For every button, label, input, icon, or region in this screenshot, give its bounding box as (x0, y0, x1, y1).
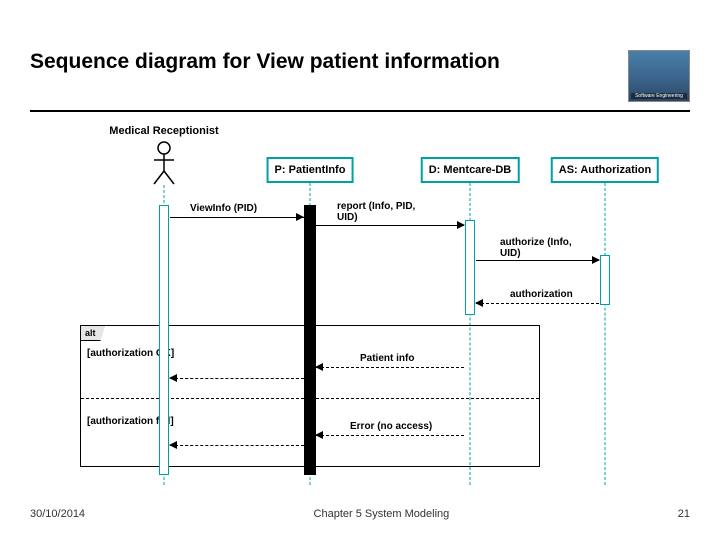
msg6-arrow (169, 374, 177, 382)
msg2-line (316, 225, 464, 226)
msg5-label: Patient info (360, 353, 414, 364)
msg5-arrow (315, 363, 323, 371)
activation-d (465, 220, 475, 315)
page-title: Sequence diagram for View patient inform… (30, 50, 500, 74)
book-logo (628, 50, 690, 102)
msg5-line (316, 367, 464, 368)
participant-as: AS: Authorization (551, 157, 659, 183)
sequence-diagram: Medical Receptionist P: PatientInfo D: M… (80, 125, 670, 495)
footer-date: 30/10/2014 (30, 508, 85, 520)
lifeline-as (605, 183, 606, 485)
activation-as (600, 255, 610, 305)
participant-d: D: Mentcare-DB (421, 157, 520, 183)
msg8-line (170, 445, 304, 446)
header-divider (30, 110, 690, 112)
activation-actor (159, 205, 169, 475)
footer-center: Chapter 5 System Modeling (314, 508, 450, 520)
msg4-label: authorization (510, 289, 573, 300)
msg3-label: authorize (Info,UID) (500, 237, 572, 259)
msg3-line (476, 260, 599, 261)
msg7-arrow (315, 431, 323, 439)
msg1-arrow (296, 213, 304, 221)
footer: 30/10/2014 Chapter 5 System Modeling 21 (30, 508, 690, 520)
msg8-arrow (169, 441, 177, 449)
msg2-label: report (Info, PID,UID) (337, 201, 415, 223)
actor-icon (151, 141, 177, 185)
msg6-line (170, 378, 304, 379)
msg4-line (476, 303, 599, 304)
msg3-arrow (592, 256, 600, 264)
msg4-arrow (475, 299, 483, 307)
msg7-line (316, 435, 464, 436)
participant-p: P: PatientInfo (267, 157, 354, 183)
msg1-label: ViewInfo (PID) (190, 203, 257, 214)
actor-label: Medical Receptionist (109, 125, 218, 137)
msg7-label: Error (no access) (350, 421, 432, 432)
msg2-arrow (457, 221, 465, 229)
alt-tab: alt (80, 325, 106, 341)
msg1-line (170, 217, 304, 218)
footer-page: 21 (678, 508, 690, 520)
